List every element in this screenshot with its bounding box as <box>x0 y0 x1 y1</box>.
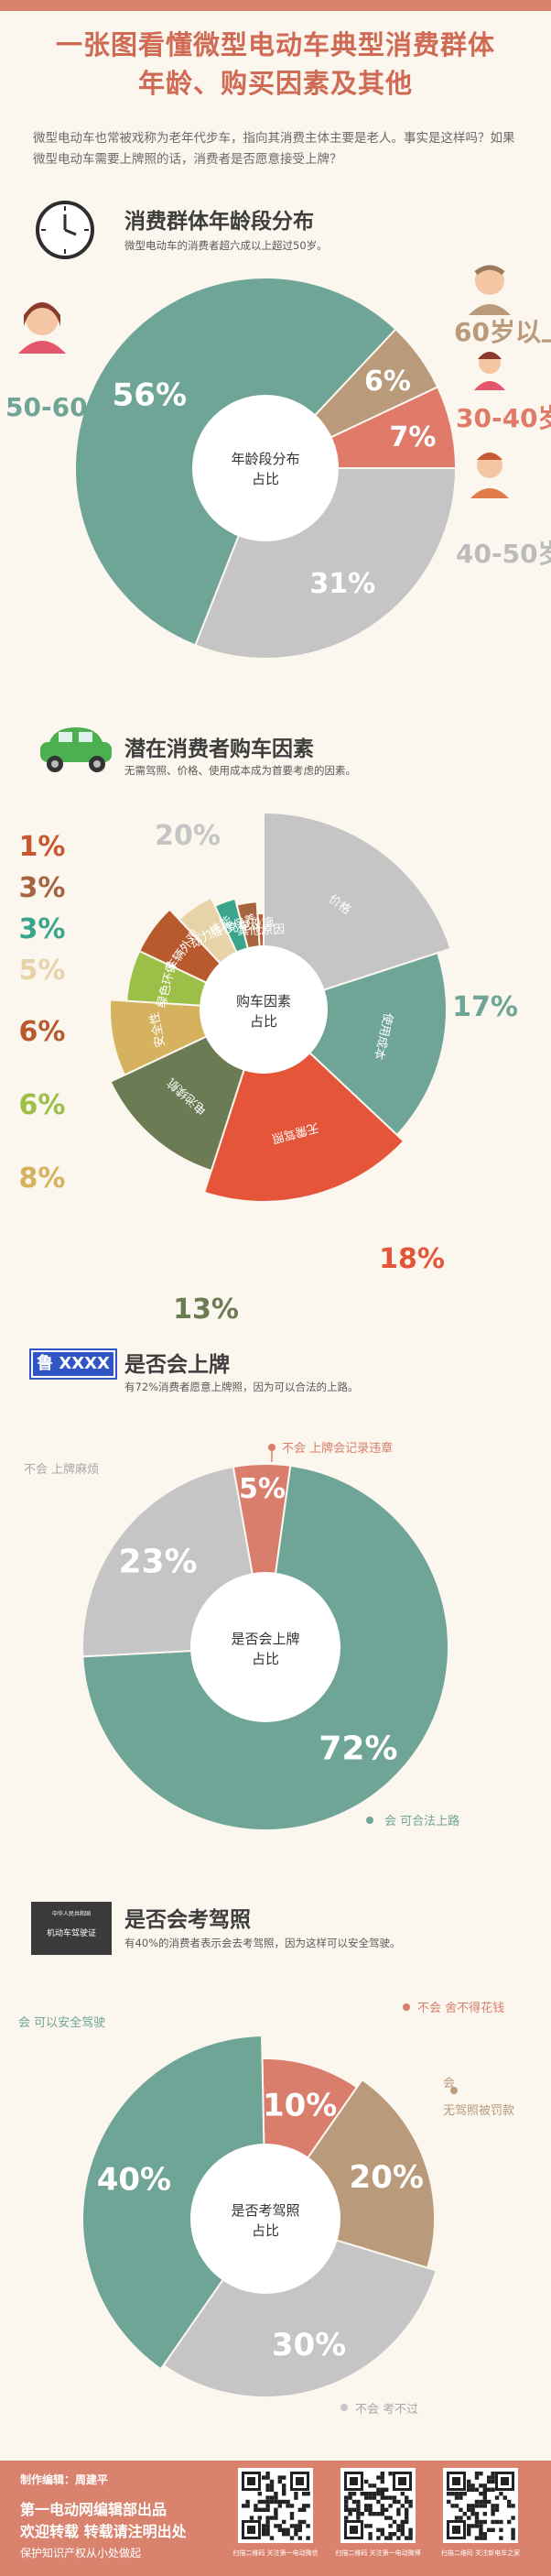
page-subtitle: 年龄、购买因素及其他 <box>137 68 413 99</box>
qr-code-newcar[interactable] <box>443 2468 518 2543</box>
pie1-value-label-4: 8% <box>19 1162 66 1195</box>
pie0-value-label-3: 31% <box>309 568 375 600</box>
pie1-value-label-3: 13% <box>173 1293 239 1319</box>
qr-code-wechat[interactable] <box>238 2468 313 2543</box>
pie0-value-label-2: 7% <box>390 421 437 453</box>
pie0-value-label-0: 56% <box>113 377 187 414</box>
license-pie-chart: 是否考驾照 占比 10%20%30%40% 不会 舍不得花钱 会 无驾照被罚款 … <box>18 2001 514 2417</box>
age-section-desc: 微型电动车的消费者超六成以上超过50岁。 <box>124 239 328 252</box>
pie3-value-label-2: 30% <box>272 2327 346 2363</box>
pie1-category-label-10: 其他原因 <box>237 923 285 939</box>
plate-section-title: 是否会上牌 <box>124 1353 230 1377</box>
license-label-yes-safe: 会 可以安全驾驶 <box>18 2015 105 2030</box>
pie1-value-label-6: 6% <box>19 1016 66 1048</box>
pie1-value-label-8: 3% <box>19 913 66 945</box>
pie1-value-label-1: 17% <box>452 991 518 1023</box>
factors-center-line2: 占比 <box>250 1013 277 1030</box>
license-section-title: 是否会考驾照 <box>124 1908 251 1932</box>
pie3-value-label-1: 20% <box>350 2159 424 2196</box>
pie2-value-label-1: 72% <box>319 1730 397 1768</box>
driver-license-icon: 中华人民共和国 机动车驾驶证 <box>31 1902 112 1955</box>
footer-org-line1: 第一电动网编辑部出品 <box>20 2501 167 2518</box>
pie2-value-label-0: 5% <box>239 1473 286 1505</box>
pie2-value-label-2: 23% <box>118 1544 197 1581</box>
license-badge-bottom: 机动车驾驶证 <box>46 1929 96 1938</box>
pie3-slice-3 <box>81 2035 267 2371</box>
license-label-no-fail: 不会 考不过 <box>355 2403 418 2417</box>
plate-label-no-record: 不会 上牌会记录违章 <box>282 1441 393 1456</box>
man-avatar-icon <box>470 453 509 498</box>
age-center-line2: 占比 <box>252 471 279 487</box>
plate-center-line2: 占比 <box>252 1651 279 1667</box>
pie3-value-label-3: 40% <box>97 2162 171 2199</box>
plate-label-yes: 会 可合法上路 <box>384 1814 459 1828</box>
pie3-slice-2 <box>162 2217 438 2398</box>
car-icon <box>40 727 112 772</box>
footer: 制作编辑：周建平 第一电动网编辑部出品 欢迎转载 转载请注明出处 保护知识产权从… <box>0 2461 551 2576</box>
license-badge-top: 中华人民共和国 <box>51 1911 91 1917</box>
factors-pie-chart: 购车因素 占比 20%价格17%使用成本18%无需驾照13%电池续航8%安全性6… <box>19 811 518 1319</box>
page-title: 一张图看懂微型电动车典型消费群体 <box>55 29 495 60</box>
plate-pie-center <box>190 1572 340 1722</box>
license-center-line1: 是否考驾照 <box>231 2202 299 2219</box>
factors-center-line1: 购车因素 <box>236 993 291 1010</box>
license-label-yes-fine-2: 无驾照被罚款 <box>443 2104 514 2118</box>
license-label-no-money: 不会 舍不得花钱 <box>417 2001 504 2015</box>
age-label-30-40: 30-40岁 <box>456 403 551 433</box>
pie1-slice-0 <box>263 811 452 1011</box>
factors-section-title: 潜在消费者购车因素 <box>124 737 314 761</box>
intro-text: 微型电动车也常被戏称为老年代步车，指向其消费主体主要是老人。事实是这样吗？如果微… <box>33 131 515 167</box>
license-label-yes-fine-1: 会 <box>443 2077 455 2090</box>
old-man-avatar-icon <box>469 265 511 315</box>
age-label-50-60: 50-60岁 <box>5 392 113 422</box>
factors-section-desc: 无需驾照、价格、使用成本成为首要考虑的因素。 <box>124 764 356 777</box>
factors-pie-center <box>200 945 328 1074</box>
age-pie-chart: 年龄段分布 占比 56%6%7%31% 50-60岁 60岁以上 30-40岁 … <box>5 265 551 660</box>
license-pie-center <box>190 2144 340 2294</box>
license-plate-icon: 鲁 XXXX <box>29 1348 117 1380</box>
age-pie-center <box>192 395 339 541</box>
young-woman-avatar-icon <box>474 352 505 390</box>
age-center-line1: 年龄段分布 <box>231 451 299 467</box>
age-label-60plus: 60岁以上 <box>454 317 551 347</box>
pie1-value-label-2: 18% <box>379 1243 445 1275</box>
qr-caption-newcar: 扫描二维码 关注新电车之家 <box>440 2549 521 2557</box>
pie1-value-label-10: 1% <box>19 831 66 863</box>
pie1-value-label-0: 20% <box>155 820 221 852</box>
top-accent-bar <box>0 0 551 11</box>
footer-rights: 保护知识产权从小处做起 <box>20 2547 142 2560</box>
license-center-line2: 占比 <box>252 2222 279 2239</box>
plate-center-line1: 是否会上牌 <box>231 1631 299 1647</box>
footer-editor: 制作编辑：周建平 <box>20 2473 109 2486</box>
plate-pie-chart: 是否会上牌 占比 5% 72% 23% 不会 上牌会记录违章 不会 上牌麻烦 会 可… <box>24 1441 459 1831</box>
pie1-value-label-5: 6% <box>19 1089 66 1121</box>
footer-org-line2: 欢迎转载 转载请注明出处 <box>20 2523 187 2540</box>
pie1-value-label-9: 3% <box>19 872 66 904</box>
pie1-category-label-4: 安全性 <box>147 1010 168 1048</box>
qr-caption-wechat: 扫描二维码 关注第一电动微信 <box>232 2549 319 2557</box>
pie3-value-label-0: 10% <box>263 2088 337 2124</box>
age-label-40-50: 40-50岁 <box>456 539 551 569</box>
license-section-desc: 有40%的消费者表示会去考驾照，因为这样可以安全驾驶。 <box>124 1937 401 1949</box>
pie1-value-label-7: 5% <box>19 955 66 987</box>
qr-code-weibo[interactable] <box>340 2468 416 2543</box>
qr-caption-weibo: 扫描二维码 关注第一电动微博 <box>335 2549 421 2557</box>
clock-icon <box>36 201 94 259</box>
age-section-title: 消费群体年龄段分布 <box>124 210 314 234</box>
pie0-value-label-1: 6% <box>364 366 411 398</box>
plate-section-desc: 有72%消费者愿意上牌照，因为可以合法的上路。 <box>124 1381 359 1393</box>
woman-avatar-icon <box>18 302 66 354</box>
plate-label-no-trouble: 不会 上牌麻烦 <box>24 1462 99 1477</box>
